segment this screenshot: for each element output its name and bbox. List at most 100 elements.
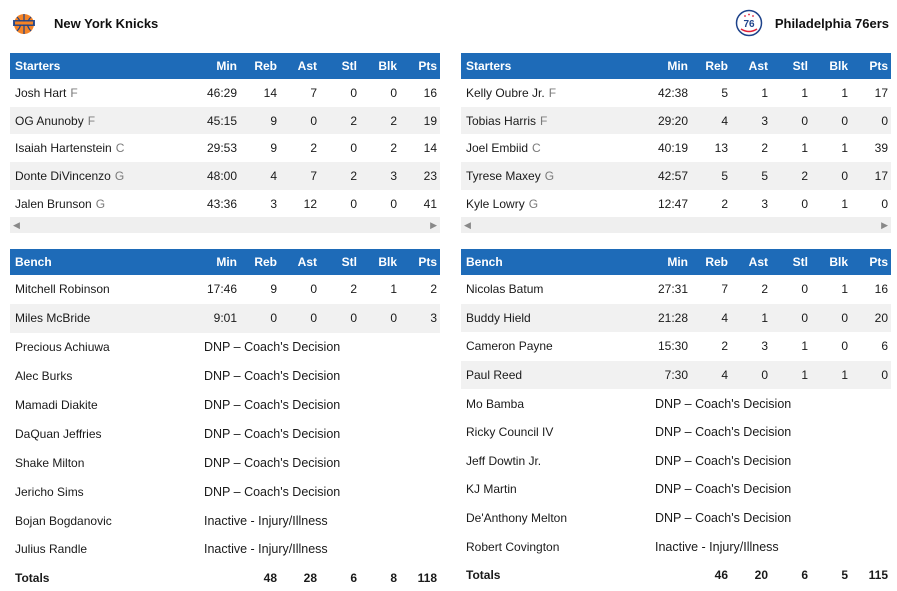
player-name-link[interactable]: Jalen Brunson <box>15 196 92 211</box>
header-pts[interactable]: Pts <box>869 59 888 73</box>
stat-reb: 9 <box>270 141 277 156</box>
table-row: Mamadi Diakite DNP – Coach's Decision <box>10 391 440 420</box>
player-name-link[interactable]: OG Anunoby <box>15 113 84 128</box>
header-min[interactable]: Min <box>216 255 237 269</box>
header-pts[interactable]: Pts <box>869 255 888 269</box>
player-name-cell: De'Anthony Melton <box>461 511 651 525</box>
table-row: Precious Achiuwa DNP – Coach's Decision <box>10 333 440 362</box>
stat-blk: 0 <box>841 168 848 183</box>
player-name-link[interactable]: Jericho Sims <box>15 484 84 499</box>
player-name-link[interactable]: Nicolas Batum <box>466 282 544 297</box>
player-name-link[interactable]: Bojan Bogdanovic <box>15 513 112 528</box>
player-name-link[interactable]: Robert Covington <box>466 539 560 554</box>
stat-blk: 0 <box>841 339 848 354</box>
player-name-link[interactable]: Ricky Council IV <box>466 425 554 440</box>
player-name-link[interactable]: De'Anthony Melton <box>466 511 568 526</box>
player-name-link[interactable]: Kelly Oubre Jr. <box>466 85 545 100</box>
player-name-link[interactable]: Alec Burks <box>15 369 73 384</box>
player-name-cell: Paul Reed <box>461 368 651 382</box>
table-row: Shake Milton DNP – Coach's Decision <box>10 448 440 477</box>
header-reb[interactable]: Reb <box>254 255 277 269</box>
header-stl[interactable]: Stl <box>792 59 808 73</box>
team-name-sixers[interactable]: Philadelphia 76ers <box>774 15 889 31</box>
header-min[interactable]: Min <box>216 59 237 73</box>
player-name-link[interactable]: Miles McBride <box>15 311 91 326</box>
header-blk[interactable]: Blk <box>829 255 848 269</box>
header-stl[interactable]: Stl <box>341 255 357 269</box>
stat-pts: 17 <box>874 85 888 100</box>
header-ast[interactable]: Ast <box>297 59 317 73</box>
total-ast: 28 <box>303 570 317 585</box>
header-min[interactable]: Min <box>667 59 688 73</box>
header-blk[interactable]: Blk <box>378 59 397 73</box>
player-name-link[interactable]: Tyrese Maxey <box>466 168 541 183</box>
player-status: DNP – Coach's Decision <box>655 453 792 468</box>
player-name-link[interactable]: Tobias Harris <box>466 113 537 128</box>
horizontal-scrollbar[interactable]: ◀ ▶ <box>10 217 440 234</box>
table-row: De'Anthony Melton DNP – Coach's Decision <box>461 504 891 533</box>
header-reb[interactable]: Reb <box>705 255 728 269</box>
svg-text:76: 76 <box>743 19 755 30</box>
header-ast[interactable]: Ast <box>748 255 768 269</box>
total-reb: 48 <box>263 570 277 585</box>
player-name-link[interactable]: DaQuan Jeffries <box>15 426 102 441</box>
player-name-link[interactable]: Jeff Dowtin Jr. <box>466 453 542 468</box>
player-name-link[interactable]: Buddy Hield <box>466 310 531 325</box>
table-row: Josh Hart F 46:29 14 7 0 0 16 <box>10 79 440 107</box>
player-name-cell: Alec Burks <box>10 369 200 383</box>
stat-stl: 2 <box>350 282 357 297</box>
table-row: KJ Martin DNP – Coach's Decision <box>461 475 891 504</box>
stat-min: 29:20 <box>657 113 688 128</box>
player-name-link[interactable]: Mamadi Diakite <box>15 398 98 412</box>
player-name-link[interactable]: Mitchell Robinson <box>15 282 110 297</box>
player-name-link[interactable]: Joel Embiid <box>466 141 529 156</box>
scroll-left-icon[interactable]: ◀ <box>464 219 471 230</box>
player-name-link[interactable]: Paul Reed <box>466 368 523 383</box>
player-status: Inactive - Injury/Illness <box>204 542 328 557</box>
header-pts[interactable]: Pts <box>418 59 437 73</box>
player-name-link[interactable]: KJ Martin <box>466 482 517 497</box>
player-name-link[interactable]: Kyle Lowry <box>466 196 525 211</box>
stat-blk: 1 <box>390 282 397 297</box>
stat-stl: 2 <box>350 168 357 183</box>
header-pts[interactable]: Pts <box>418 255 437 269</box>
player-name-link[interactable]: Cameron Payne <box>466 339 553 354</box>
player-name-link[interactable]: Donte DiVincenzo <box>15 168 111 183</box>
team-name-knicks[interactable]: New York Knicks <box>54 15 159 31</box>
total-blk: 8 <box>390 570 397 585</box>
stat-min: 15:30 <box>657 339 688 354</box>
header-reb[interactable]: Reb <box>705 59 728 73</box>
header-stl[interactable]: Stl <box>792 255 808 269</box>
stat-stl: 0 <box>801 196 808 211</box>
stat-ast: 7 <box>310 85 317 100</box>
stat-stl: 0 <box>801 282 808 297</box>
stat-pts: 0 <box>881 113 888 128</box>
header-ast[interactable]: Ast <box>748 59 768 73</box>
table-row: Tyrese Maxey G 42:57 5 5 2 0 17 <box>461 162 891 190</box>
player-status: DNP – Coach's Decision <box>655 396 792 411</box>
header-min[interactable]: Min <box>667 255 688 269</box>
header-blk[interactable]: Blk <box>378 255 397 269</box>
header-blk[interactable]: Blk <box>829 59 848 73</box>
scroll-left-icon[interactable]: ◀ <box>13 219 20 230</box>
stat-min: 7:30 <box>664 368 688 383</box>
stat-ast: 1 <box>761 310 768 325</box>
scroll-right-icon[interactable]: ▶ <box>430 219 437 230</box>
player-name-link[interactable]: Josh Hart <box>15 85 67 100</box>
player-name-link[interactable]: Julius Randle <box>15 542 88 557</box>
header-ast[interactable]: Ast <box>297 255 317 269</box>
header-stl[interactable]: Stl <box>341 59 357 73</box>
scroll-right-icon[interactable]: ▶ <box>881 219 888 230</box>
player-name-link[interactable]: Shake Milton <box>15 455 85 470</box>
player-name-link[interactable]: Precious Achiuwa <box>15 340 110 355</box>
player-name-cell: Donte DiVincenzo G <box>10 169 200 183</box>
player-name-link[interactable]: Mo Bamba <box>466 396 525 411</box>
horizontal-scrollbar[interactable]: ◀ ▶ <box>461 217 891 234</box>
table-row: Julius Randle Inactive - Injury/Illness <box>10 535 440 564</box>
player-name-cell: Jalen Brunson G <box>10 197 200 211</box>
player-name-cell: Tyrese Maxey G <box>461 169 651 183</box>
player-name-link[interactable]: Isaiah Hartenstein <box>15 141 112 156</box>
table-row: Paul Reed 7:30 4 0 1 1 0 <box>461 360 891 390</box>
header-reb[interactable]: Reb <box>254 59 277 73</box>
stat-stl: 0 <box>350 85 357 100</box>
